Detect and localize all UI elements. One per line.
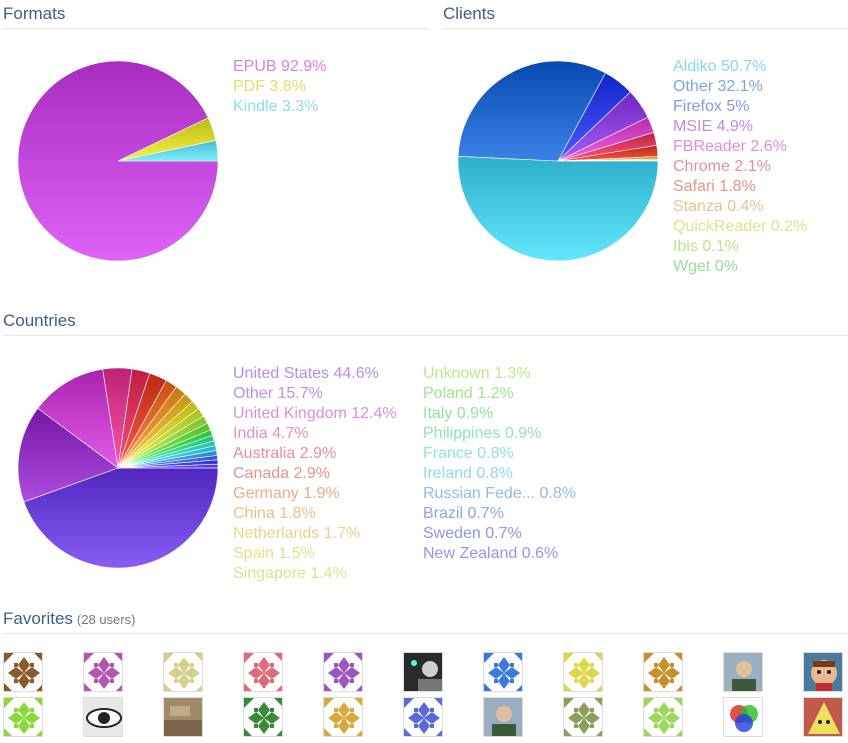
countries-legend-canada: Canada 2.9% <box>233 465 330 482</box>
countries-slice-united-kingdom <box>37 368 119 469</box>
clients-legend-firefox: Firefox 5% <box>673 98 750 115</box>
countries-legend-france: France 0.8% <box>423 445 514 462</box>
countries-legend-col-1: United States 44.6% Other 15.7% United Kin… <box>233 364 397 584</box>
user-avatar-pattern[interactable] <box>323 652 363 692</box>
formats-title: Formats <box>3 4 66 23</box>
user-avatar-pattern[interactable] <box>83 652 123 692</box>
formats-slice-kindle <box>117 140 219 162</box>
countries-legend-poland: Poland 1.2% <box>423 385 514 402</box>
favorites-title: Favorites (28 users) <box>3 609 135 629</box>
clients-legend-aldiko: Aldiko 50.7% <box>673 58 767 75</box>
clients-legend-stanza: Stanza 0.4% <box>673 198 764 215</box>
formats-pie-chart <box>17 60 219 262</box>
favorites-grid <box>3 652 848 742</box>
countries-slice-new-zealand <box>117 463 219 469</box>
formats-legend-epub: EPUB 92.9% <box>233 58 327 75</box>
countries-legend-ireland: Ireland 0.8% <box>423 465 513 482</box>
user-avatar-pattern[interactable] <box>323 697 363 737</box>
countries-legend-australia: Australia 2.9% <box>233 445 337 462</box>
countries-slice-other <box>17 407 119 503</box>
user-avatar-pattern[interactable] <box>3 652 43 692</box>
countries-rule <box>3 335 848 336</box>
formats-rule <box>3 28 428 29</box>
user-avatar-pattern[interactable] <box>563 652 603 692</box>
clients-legend-other: Other 32.1% <box>673 78 763 95</box>
clients-pie-chart <box>457 60 659 262</box>
countries-legend-india: India 4.7% <box>233 425 309 442</box>
countries-legend-new-zealand: New Zealand 0.6% <box>423 545 559 562</box>
clients-legend-fbreader: FBReader 2.6% <box>673 138 787 155</box>
favorites-label: Favorites <box>3 609 73 628</box>
favorites-row <box>3 652 848 697</box>
countries-legend-united-kingdom: United Kingdom 12.4% <box>233 405 397 422</box>
user-avatar-triangle-face-icon[interactable] <box>803 697 843 737</box>
countries-legend-philippines: Philippines 0.9% <box>423 425 542 442</box>
user-avatar-pattern[interactable] <box>3 697 43 737</box>
countries-legend-germany: Germany 1.9% <box>233 485 340 502</box>
countries-legend-brazil: Brazil 0.7% <box>423 505 504 522</box>
clients-legend-quickreader: QuickReader 0.2% <box>673 218 808 235</box>
clients-legend: Aldiko 50.7% Other 32.1% Firefox 5% MSIE 4.… <box>673 57 807 277</box>
user-avatar-sepia-photo-icon[interactable] <box>163 697 203 737</box>
countries-pie-chart <box>17 367 219 569</box>
clients-slice-ibis <box>557 160 659 162</box>
clients-legend-wget: Wget 0% <box>673 258 738 275</box>
countries-legend-col-2: Unknown 1.3% Poland 1.2% Italy 0.9% Philipp… <box>423 364 576 564</box>
user-avatar-pattern[interactable] <box>243 652 283 692</box>
clients-legend-chrome: Chrome 2.1% <box>673 158 771 175</box>
user-avatar-color-circles-icon[interactable] <box>723 697 763 737</box>
user-avatar-cartoon-face-icon[interactable] <box>803 652 843 692</box>
user-avatar-eye-icon[interactable] <box>83 697 123 737</box>
clients-legend-safari: Safari 1.8% <box>673 178 756 195</box>
favorites-row <box>3 697 848 742</box>
countries-legend-unknown: Unknown 1.3% <box>423 365 531 382</box>
countries-legend-singapore: Singapore 1.4% <box>233 565 347 582</box>
user-avatar-person-icon[interactable] <box>723 652 763 692</box>
user-avatar-pattern[interactable] <box>563 697 603 737</box>
clients-legend-msie: MSIE 4.9% <box>673 118 754 135</box>
countries-legend-united-states: United States 44.6% <box>233 365 379 382</box>
clients-legend-ibis: Ibis 0.1% <box>673 238 739 255</box>
user-avatar-pattern[interactable] <box>243 697 283 737</box>
user-avatar-person-icon[interactable] <box>483 697 523 737</box>
user-avatar-pattern[interactable] <box>483 652 523 692</box>
formats-legend-pdf: PDF 3.8% <box>233 78 306 95</box>
user-avatar-pattern[interactable] <box>643 652 683 692</box>
countries-legend-other: Other 15.7% <box>233 385 323 402</box>
clients-title: Clients <box>443 4 495 23</box>
countries-legend-sweden: Sweden 0.7% <box>423 525 522 542</box>
clients-slice-aldiko <box>457 155 659 262</box>
user-avatar-pattern[interactable] <box>163 652 203 692</box>
countries-legend-china: China 1.8% <box>233 505 316 522</box>
countries-title: Countries <box>3 311 76 330</box>
favorites-count: (28 users) <box>76 612 136 627</box>
clients-slice-other <box>457 60 606 162</box>
user-avatar-pattern[interactable] <box>643 697 683 737</box>
countries-legend-netherlands: Netherlands 1.7% <box>233 525 361 542</box>
countries-legend-russian-fede: Russian Fede... 0.8% <box>423 485 576 502</box>
user-avatar-person-dark-icon[interactable] <box>403 652 443 692</box>
formats-legend: EPUB 92.9% PDF 3.8% Kindle 3.3% <box>233 57 326 117</box>
favorites-rule <box>3 633 848 634</box>
user-avatar-pattern[interactable] <box>403 697 443 737</box>
countries-slice-united-states <box>23 467 219 569</box>
countries-legend-italy: Italy 0.9% <box>423 405 494 422</box>
clients-rule <box>443 28 848 29</box>
countries-legend-spain: Spain 1.5% <box>233 545 315 562</box>
formats-legend-kindle: Kindle 3.3% <box>233 98 319 115</box>
